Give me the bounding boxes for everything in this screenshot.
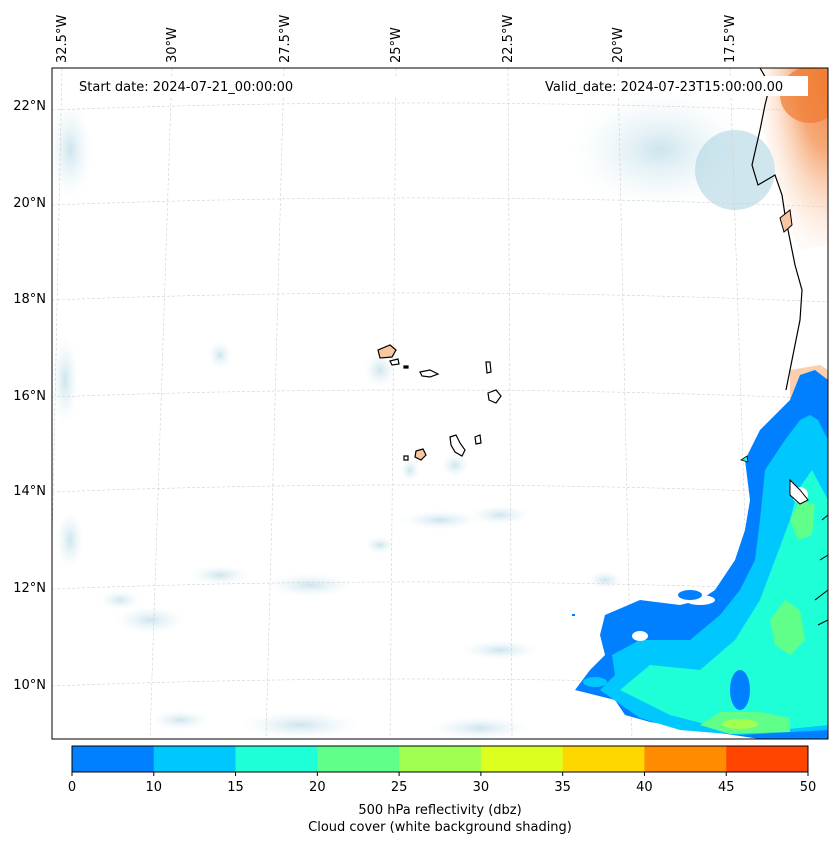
island-boa-vista	[487, 389, 502, 404]
guinea-coast-segment	[814, 514, 828, 626]
start-date-box	[72, 76, 402, 96]
colorbar-tick-label: 40	[636, 780, 653, 795]
island-sal	[485, 361, 492, 374]
longitude-labels: 32.5°W 30°W 27.5°W 25°W 22.5°W 20°W 17.5…	[55, 15, 738, 63]
lon-label: 27.5°W	[278, 15, 293, 63]
coast-speck	[740, 455, 749, 463]
cape-verde-islands	[377, 344, 502, 461]
island-maio	[474, 434, 482, 445]
island-santo-antao	[377, 344, 397, 359]
island-brava	[403, 455, 409, 461]
lon-label: 22.5°W	[501, 15, 516, 63]
colorbar-tick-label: 10	[146, 780, 163, 795]
colorbar-segment	[480, 746, 564, 772]
map-frame	[51, 67, 829, 740]
africa-coastline	[751, 68, 803, 391]
colorbar-segment	[399, 746, 482, 772]
lon-label: 17.5°W	[723, 15, 738, 63]
colorbar-tick-label: 50	[800, 780, 817, 795]
colorbar-label-reflectivity: 500 hPa reflectivity (dbz)	[358, 803, 521, 818]
reflectivity-band-30	[722, 719, 758, 729]
reflectivity-band-20	[620, 470, 828, 730]
reflectivity-band-25c	[790, 500, 815, 540]
lat-label: 22°N	[13, 99, 46, 114]
colorbar-segment	[644, 746, 727, 772]
lat-label: 16°N	[13, 389, 46, 404]
graticule	[52, 68, 828, 739]
colorbar-segment	[235, 746, 318, 772]
colorbar-frame	[71, 745, 809, 773]
colorbar-tick-label: 20	[309, 780, 326, 795]
colorbar-label-cloud-cover: Cloud cover (white background shading)	[308, 820, 572, 835]
colorbar-tick-label: 0	[68, 780, 76, 795]
colorbar-segments	[72, 746, 809, 772]
colorbar-segment	[153, 746, 237, 772]
reflectivity-field	[575, 370, 828, 739]
island-santa-luzia	[403, 365, 409, 369]
colorbar-ticks: 0 10 15 20 25 30 35 40 45 50	[68, 772, 816, 795]
colorbar-tick-label: 25	[391, 780, 408, 795]
lon-label: 20°W	[611, 27, 626, 63]
latitude-labels: 22°N 20°N 18°N 16°N 14°N 12°N 10°N	[13, 99, 46, 693]
lon-label: 32.5°W	[55, 15, 70, 63]
lon-label: 25°W	[389, 27, 404, 63]
island-sao-vicente	[389, 358, 400, 366]
reflectivity-speck	[572, 614, 575, 616]
start-date-label: Start date: 2024-07-21_00:00:00	[79, 80, 293, 95]
colorbar-tick-label: 30	[473, 780, 490, 795]
lat-label: 18°N	[13, 292, 46, 307]
colorbar-tick-label: 45	[718, 780, 735, 795]
lon-label: 30°W	[165, 27, 180, 63]
island-fogo	[414, 448, 427, 461]
colorbar-segment	[72, 746, 155, 772]
lat-label: 10°N	[13, 678, 46, 693]
map-panel	[52, 68, 828, 739]
valid-date-box	[538, 76, 808, 96]
dakar-peninsula	[779, 209, 793, 233]
island-sao-nicolau	[419, 369, 440, 378]
valid-date-label: Valid_date: 2024-07-23T15:00:00.00	[545, 80, 783, 95]
colorbar-segment	[317, 746, 400, 772]
lat-label: 12°N	[13, 581, 46, 596]
senegal-coast-segment	[789, 478, 809, 505]
colorbar-tick-label: 15	[227, 780, 244, 795]
colorbar-segment	[562, 746, 645, 772]
lat-label: 20°N	[13, 196, 46, 211]
reflectivity-band-25b	[770, 600, 805, 655]
colorbar-segment	[726, 746, 809, 772]
colorbar-tick-label: 35	[554, 780, 571, 795]
colorbar: 0 10 15 20 25 30 35 40 45 50 500 hPa reflectivity…	[68, 745, 816, 835]
island-santiago	[449, 434, 466, 457]
lat-label: 14°N	[13, 484, 46, 499]
